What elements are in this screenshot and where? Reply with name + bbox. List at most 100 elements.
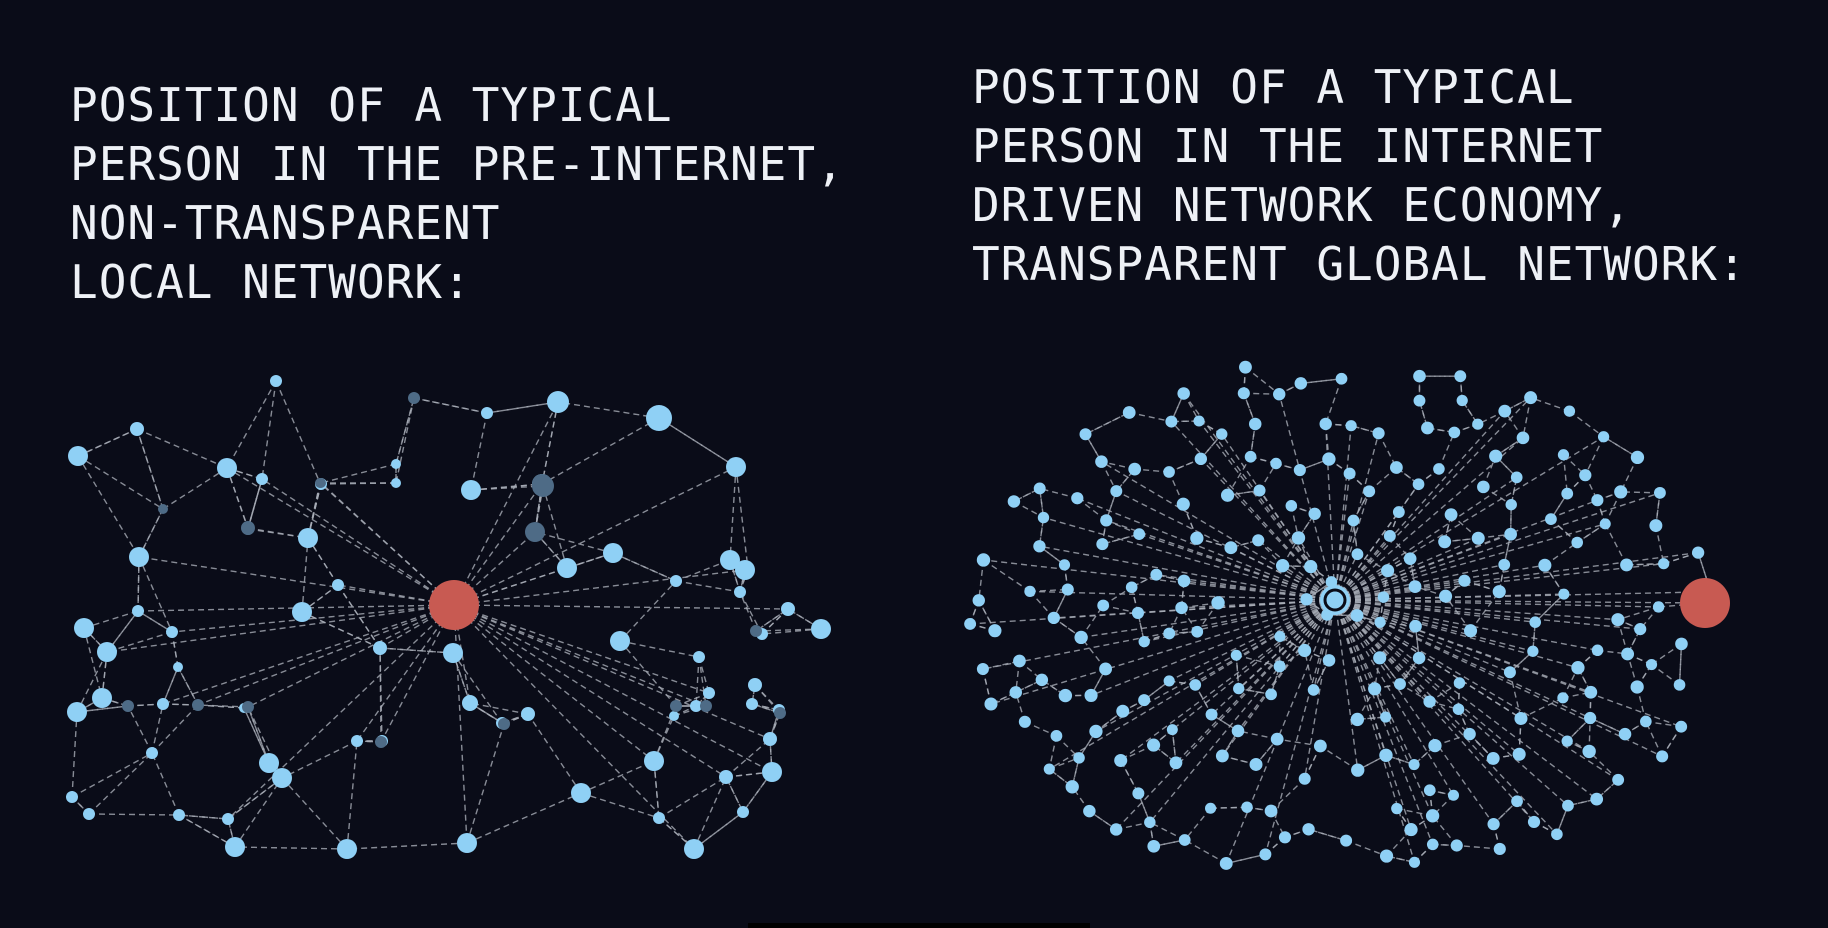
global-node xyxy=(1177,574,1191,588)
global-node xyxy=(1133,528,1146,541)
global-node xyxy=(1383,529,1396,542)
global-edges xyxy=(969,366,1712,865)
local-edge xyxy=(739,591,763,635)
global-node xyxy=(1413,369,1426,383)
global-node xyxy=(1110,485,1123,498)
global-node xyxy=(1163,466,1175,478)
local-node xyxy=(781,602,795,616)
global-node xyxy=(1253,484,1266,497)
local-node xyxy=(742,563,754,575)
global-node xyxy=(1413,394,1426,407)
global-node xyxy=(1074,630,1088,645)
global-node xyxy=(1194,452,1208,466)
global-node xyxy=(972,594,985,607)
global-node xyxy=(1340,834,1353,847)
global-node xyxy=(1412,651,1426,665)
local-edge xyxy=(453,604,695,850)
global-edge xyxy=(1334,564,1545,601)
global-edge xyxy=(1235,655,1240,689)
local-edge xyxy=(247,604,455,708)
global-edge xyxy=(1334,437,1524,601)
global-node xyxy=(1125,581,1138,594)
global-node xyxy=(1392,506,1405,518)
local-node xyxy=(734,586,746,598)
global-node xyxy=(1456,394,1468,407)
local-edge xyxy=(247,478,263,530)
local-edge xyxy=(453,604,710,694)
global-node xyxy=(1374,616,1386,628)
global-edge xyxy=(1081,599,1336,639)
global-node xyxy=(1252,534,1265,547)
global-edge xyxy=(1678,643,1683,685)
local-edge xyxy=(619,640,700,658)
global-node xyxy=(1177,387,1190,400)
global-node xyxy=(1220,488,1235,502)
global-node xyxy=(1169,756,1183,770)
local-node-faded xyxy=(532,475,554,497)
global-edge xyxy=(1257,539,1336,601)
global-node xyxy=(1114,753,1128,768)
global-edge xyxy=(1334,599,1416,863)
local-edge xyxy=(77,455,164,510)
global-edge xyxy=(1237,730,1278,740)
local-edge xyxy=(88,813,180,816)
local-edge xyxy=(138,508,164,558)
global-node xyxy=(1147,839,1161,853)
global-node xyxy=(1033,482,1046,495)
global-edge xyxy=(1334,599,1598,651)
global-node xyxy=(1096,538,1109,551)
local-edge xyxy=(395,397,415,484)
local-edge xyxy=(226,380,277,469)
global-edge xyxy=(1334,599,1455,796)
global-node xyxy=(1313,739,1327,753)
global-node xyxy=(1591,494,1604,507)
global-edge xyxy=(1090,599,1336,697)
global-edge xyxy=(1237,599,1336,732)
local-node xyxy=(521,707,535,721)
local-edge xyxy=(755,608,789,632)
global-node xyxy=(1579,469,1592,482)
global-node xyxy=(1224,541,1238,555)
global-edge xyxy=(1138,533,1336,601)
global-edge xyxy=(1445,595,1472,632)
global-node xyxy=(1527,645,1539,657)
global-node xyxy=(1351,763,1365,777)
global-node xyxy=(1244,450,1257,463)
local-edge xyxy=(725,771,773,778)
local-edge xyxy=(379,647,454,654)
local-edge xyxy=(453,466,737,606)
global-node xyxy=(1109,823,1123,836)
local-edge xyxy=(162,604,455,705)
local-edge xyxy=(136,428,164,510)
global-node xyxy=(1658,558,1670,570)
local-node xyxy=(66,791,78,803)
local-edge xyxy=(658,776,727,819)
global-edge xyxy=(1171,599,1336,731)
local-node-faded xyxy=(158,504,168,514)
global-node xyxy=(1620,558,1633,572)
global-edge xyxy=(1334,425,1352,601)
local-edge xyxy=(101,651,108,699)
left-title-line-1: POSITION OF A TYPICAL xyxy=(70,78,673,132)
global-edge xyxy=(1175,599,1336,764)
local-node xyxy=(270,375,282,387)
local-node xyxy=(332,579,344,591)
global-node xyxy=(1293,463,1306,477)
global-edge xyxy=(1149,821,1186,841)
global-node xyxy=(1472,418,1484,430)
global-node xyxy=(1058,559,1071,571)
local-edge xyxy=(725,776,744,813)
global-node xyxy=(1527,815,1541,829)
global-edge xyxy=(1102,533,1140,545)
local-node xyxy=(670,575,682,587)
global-edge xyxy=(1469,591,1500,632)
global-node xyxy=(1391,802,1403,815)
global-node xyxy=(1351,548,1364,561)
global-node xyxy=(1307,684,1320,696)
global-node xyxy=(1265,688,1277,701)
local-edge xyxy=(137,610,173,633)
global-edge xyxy=(1168,599,1336,682)
local-edge xyxy=(301,584,339,613)
global-node xyxy=(1675,637,1688,651)
